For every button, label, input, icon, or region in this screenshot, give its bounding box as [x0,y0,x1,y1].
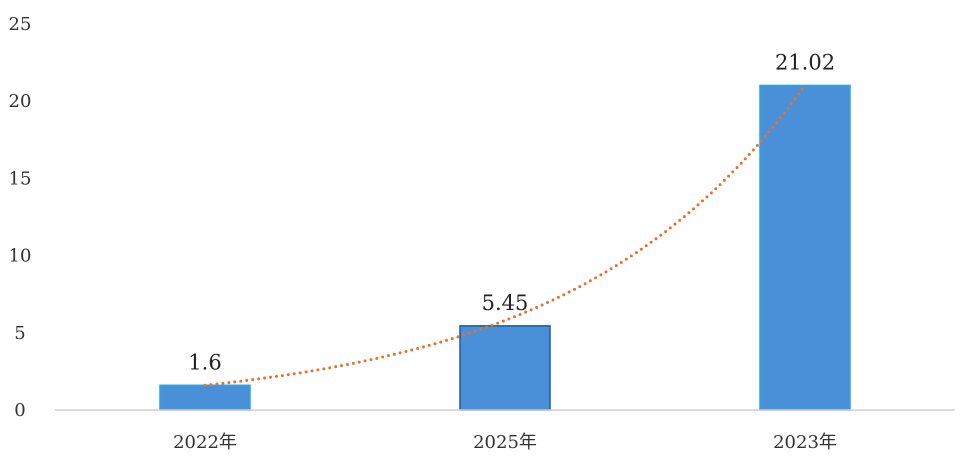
y-tick-label: 5 [14,323,25,344]
data-labels-group: 1.6 5.45 21.02 [188,50,835,374]
y-tick-label: 10 [9,246,32,267]
trendline-group [203,84,807,387]
x-tick-label: 2022年 [173,432,237,453]
x-tick-label: 2025年 [473,432,537,453]
bar [159,384,251,411]
y-tick-label: 0 [14,400,25,421]
trendline [203,84,807,387]
bars-group [159,84,851,411]
bar [459,325,551,411]
y-axis: 0 5 10 15 20 25 [9,14,32,421]
y-tick-label: 25 [9,14,32,35]
x-axis: 2022年 2025年 2023年 [173,432,837,453]
data-label: 1.6 [188,350,221,374]
y-tick-label: 20 [9,91,32,112]
x-tick-label: 2023年 [773,432,837,453]
data-label: 5.45 [482,291,529,315]
bar [759,84,851,411]
data-label: 21.02 [775,50,835,74]
y-tick-label: 15 [9,168,32,189]
